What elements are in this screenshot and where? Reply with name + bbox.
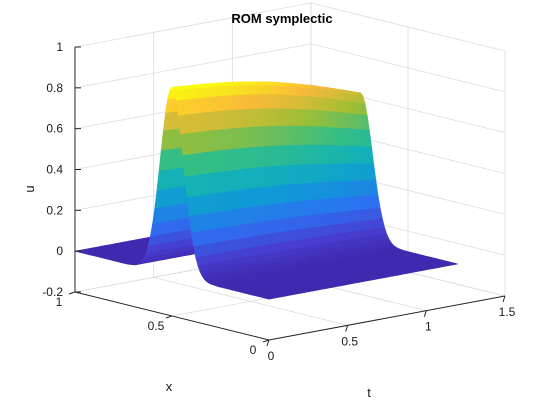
t-tick-label: 1 bbox=[425, 320, 432, 334]
x-tick-mark bbox=[68, 291, 76, 295]
x-axis-label: x bbox=[166, 379, 173, 394]
t-tick-mark bbox=[423, 310, 427, 317]
grid-line bbox=[310, 43, 506, 93]
u-tick-label: 0 bbox=[56, 244, 63, 258]
x-tick-mark bbox=[165, 315, 173, 319]
u-tick-label: 0.6 bbox=[46, 122, 63, 136]
t-tick-mark bbox=[345, 325, 349, 332]
surface bbox=[74, 81, 458, 300]
u-tick-label: -0.2 bbox=[42, 285, 63, 299]
u-tick-label: 0.2 bbox=[46, 203, 63, 217]
chart-title: ROM symplectic bbox=[231, 11, 332, 26]
x-tick-label: 0 bbox=[250, 343, 257, 357]
grid-line bbox=[74, 43, 312, 89]
u-tick-label: 0.8 bbox=[46, 81, 63, 95]
x-tick-label: 0.5 bbox=[148, 319, 165, 333]
grid-line bbox=[74, 2, 312, 48]
t-axis-line bbox=[268, 295, 506, 341]
u-tick-label: 0.4 bbox=[46, 163, 63, 177]
t-tick-mark bbox=[502, 295, 506, 303]
u-axis-label: u bbox=[22, 185, 37, 192]
u-tick-label: 1 bbox=[56, 40, 63, 54]
grid-line bbox=[310, 2, 506, 52]
t-tick-label: 1.5 bbox=[499, 305, 516, 319]
t-axis-label: t bbox=[367, 385, 371, 400]
t-tick-label: 0 bbox=[268, 349, 275, 363]
t-tick-label: 0.5 bbox=[341, 334, 358, 348]
